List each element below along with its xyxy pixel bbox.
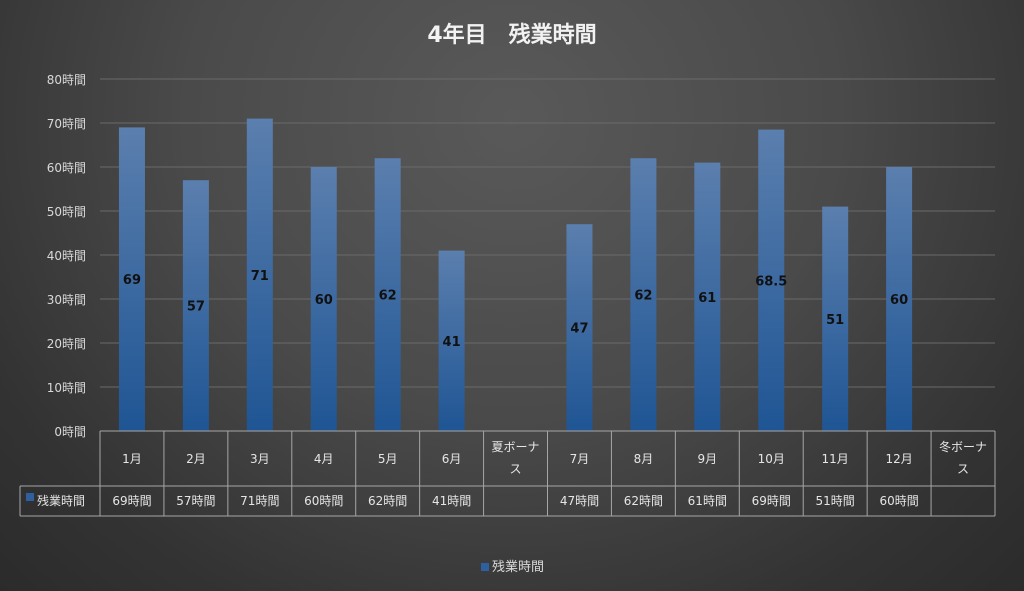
data-label: 62: [379, 289, 397, 304]
bar: [118, 127, 145, 432]
data-label: 68.5: [755, 274, 787, 289]
category-label: 夏ボーナ: [492, 440, 540, 454]
y-tick-label: 80時間: [47, 73, 86, 87]
data-label: 71: [251, 269, 269, 284]
data-label: 60: [890, 293, 908, 308]
bar: [566, 224, 593, 431]
y-tick-label: 60時間: [47, 161, 86, 175]
category-label: 4月: [314, 452, 334, 466]
bar: [246, 118, 273, 431]
data-label: 57: [187, 300, 205, 315]
y-tick-label: 10時間: [47, 381, 86, 395]
y-tick-label: 20時間: [47, 337, 86, 351]
table-cell: 57時間: [176, 494, 215, 508]
legend-swatch: [481, 563, 489, 571]
data-label: 61: [698, 291, 716, 306]
y-tick-label: 0時間: [54, 425, 86, 439]
data-label: 47: [570, 322, 588, 337]
table-cell: 69時間: [112, 494, 151, 508]
category-label: ス: [510, 462, 522, 476]
table-cell: 69時間: [752, 494, 791, 508]
table-cell: 47時間: [560, 494, 599, 508]
category-label: 5月: [378, 452, 398, 466]
bar: [182, 180, 209, 431]
category-label: 12月: [885, 452, 912, 466]
table-cell: 41時間: [432, 494, 471, 508]
category-label: 3月: [250, 452, 270, 466]
bar: [374, 158, 401, 431]
category-label: 10月: [758, 452, 785, 466]
category-label: ス: [957, 462, 969, 476]
data-label: 60: [315, 293, 333, 308]
data-label: 51: [826, 313, 844, 328]
data-label: 62: [634, 289, 652, 304]
bar: [630, 158, 657, 431]
chart-title: 4年目 残業時間: [427, 22, 596, 48]
table-cell: 60時間: [879, 494, 918, 508]
bar: [822, 206, 849, 431]
category-label: 冬ボーナ: [939, 439, 987, 454]
table-cell: 62時間: [624, 494, 663, 508]
category-label: 1月: [122, 452, 142, 466]
table-cell: 62時間: [368, 494, 407, 508]
table-series-swatch: [26, 493, 34, 501]
y-tick-label: 70時間: [47, 117, 86, 131]
bar: [886, 167, 913, 431]
table-cell: 61時間: [688, 494, 727, 508]
bar: [694, 162, 721, 431]
bar: [310, 167, 337, 431]
table-cell: 71時間: [240, 494, 279, 508]
y-tick-label: 40時間: [47, 249, 86, 263]
data-label: 41: [443, 335, 461, 350]
table-cell: 51時間: [816, 494, 855, 508]
category-label: 8月: [634, 452, 654, 466]
legend-label: 残業時間: [492, 559, 544, 575]
y-tick-label: 50時間: [47, 205, 86, 219]
category-label: 11月: [822, 452, 849, 466]
bar: [758, 129, 785, 431]
category-label: 2月: [186, 452, 206, 466]
table-series-label: 残業時間: [37, 494, 85, 508]
category-label: 6月: [442, 452, 462, 466]
category-label: 9月: [698, 452, 718, 466]
category-label: 7月: [570, 452, 590, 466]
table-cell: 60時間: [304, 494, 343, 508]
data-label: 69: [123, 273, 141, 288]
y-tick-label: 30時間: [47, 293, 86, 307]
bar: [438, 250, 465, 431]
